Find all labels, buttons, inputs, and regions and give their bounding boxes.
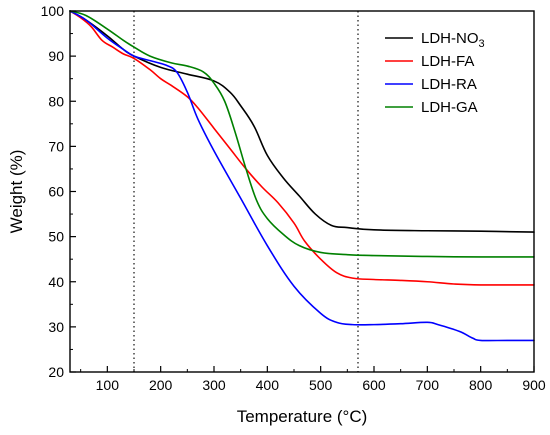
y-tick-label: 70: [48, 138, 64, 154]
x-tick-label: 200: [149, 377, 173, 393]
y-axis-ticks: 20 30 40 50 60 70 80 90 100: [41, 3, 76, 380]
legend-label-ldh-fa: LDH-FA: [421, 53, 474, 70]
legend-label-ldh-no3: LDH-NO3: [421, 30, 485, 50]
series-line-ldh-fa: [69, 10, 535, 286]
y-tick-label: 80: [48, 93, 64, 109]
x-tick-label: 800: [469, 377, 493, 393]
x-tick-label: 100: [96, 377, 120, 393]
y-tick-label: 40: [48, 274, 64, 290]
series-line-ldh-ga: [69, 10, 535, 258]
x-tick-label: 400: [256, 377, 280, 393]
reference-lines: [133, 11, 359, 372]
y-tick-label: 30: [48, 319, 64, 335]
x-tick-label: 500: [309, 377, 333, 393]
x-tick-label: 700: [416, 377, 440, 393]
legend: LDH-NO3 LDH-FA LDH-RA LDH-GA: [385, 30, 485, 116]
x-tick-label: 900: [522, 377, 546, 393]
y-tick-label: 90: [48, 48, 64, 64]
y-tick-label: 60: [48, 184, 64, 200]
legend-label-ldh-ra: LDH-RA: [421, 76, 477, 93]
x-axis-title: Temperature (°C): [237, 407, 368, 426]
x-tick-label: 600: [362, 377, 386, 393]
x-tick-label: 300: [202, 377, 226, 393]
x-axis-ticks: 100 200 300 400 500 600 700 800 900: [80, 366, 546, 393]
y-tick-label: 100: [41, 3, 65, 19]
y-tick-label: 50: [48, 229, 64, 245]
y-tick-label: 20: [48, 364, 64, 380]
legend-label-ldh-ga: LDH-GA: [421, 99, 478, 116]
y-axis-title: Weight (%): [7, 150, 26, 234]
series-line-ldh-ra: [69, 10, 535, 342]
series-layer: [69, 10, 535, 342]
